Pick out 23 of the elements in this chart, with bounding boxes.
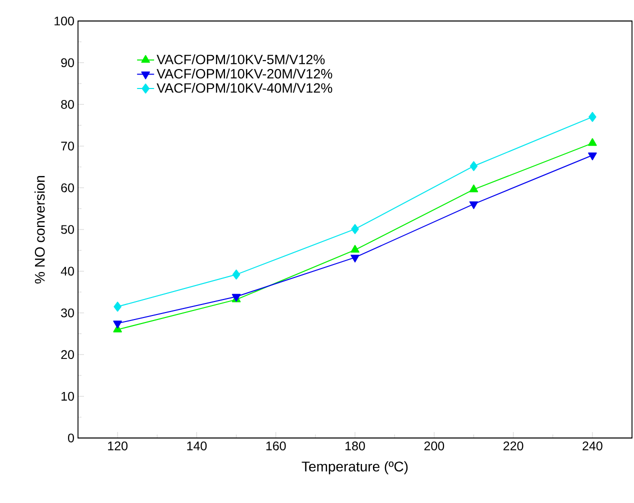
x-tick-label: 120 [108, 442, 128, 450]
legend-label: VACF/OPM/10KV-20M/V12% [156, 68, 332, 79]
y-tick-label: 60 [61, 183, 74, 192]
y-tick-label: 70 [61, 142, 74, 151]
legend-label: VACF/OPM/10KV-40M/V12% [156, 82, 332, 93]
y-tick-label: 80 [61, 100, 74, 109]
y-tick-label: 30 [61, 308, 74, 318]
legend-label: VACF/OPM/10KV-5M/V12% [156, 54, 325, 64]
y-axis-title: % NO conversion [34, 176, 45, 284]
x-tick-label: 200 [424, 442, 444, 450]
x-tick-label: 220 [503, 442, 524, 450]
x-axis-title: Temperature (ºC) [302, 461, 408, 474]
y-tick-label: 0 [68, 434, 74, 442]
x-tick-label: 180 [346, 442, 365, 450]
y-tick-label: 10 [62, 392, 74, 401]
x-tick-label: 160 [266, 442, 286, 450]
y-tick-label: 40 [60, 266, 74, 276]
x-tick-label: 140 [187, 442, 207, 450]
y-tick-label: 90 [61, 58, 74, 68]
x-tick-label: 240 [582, 442, 602, 450]
y-tick-label: 20 [61, 350, 74, 360]
y-tick-label: 100 [54, 16, 74, 26]
y-tick-label: 50 [61, 225, 74, 234]
